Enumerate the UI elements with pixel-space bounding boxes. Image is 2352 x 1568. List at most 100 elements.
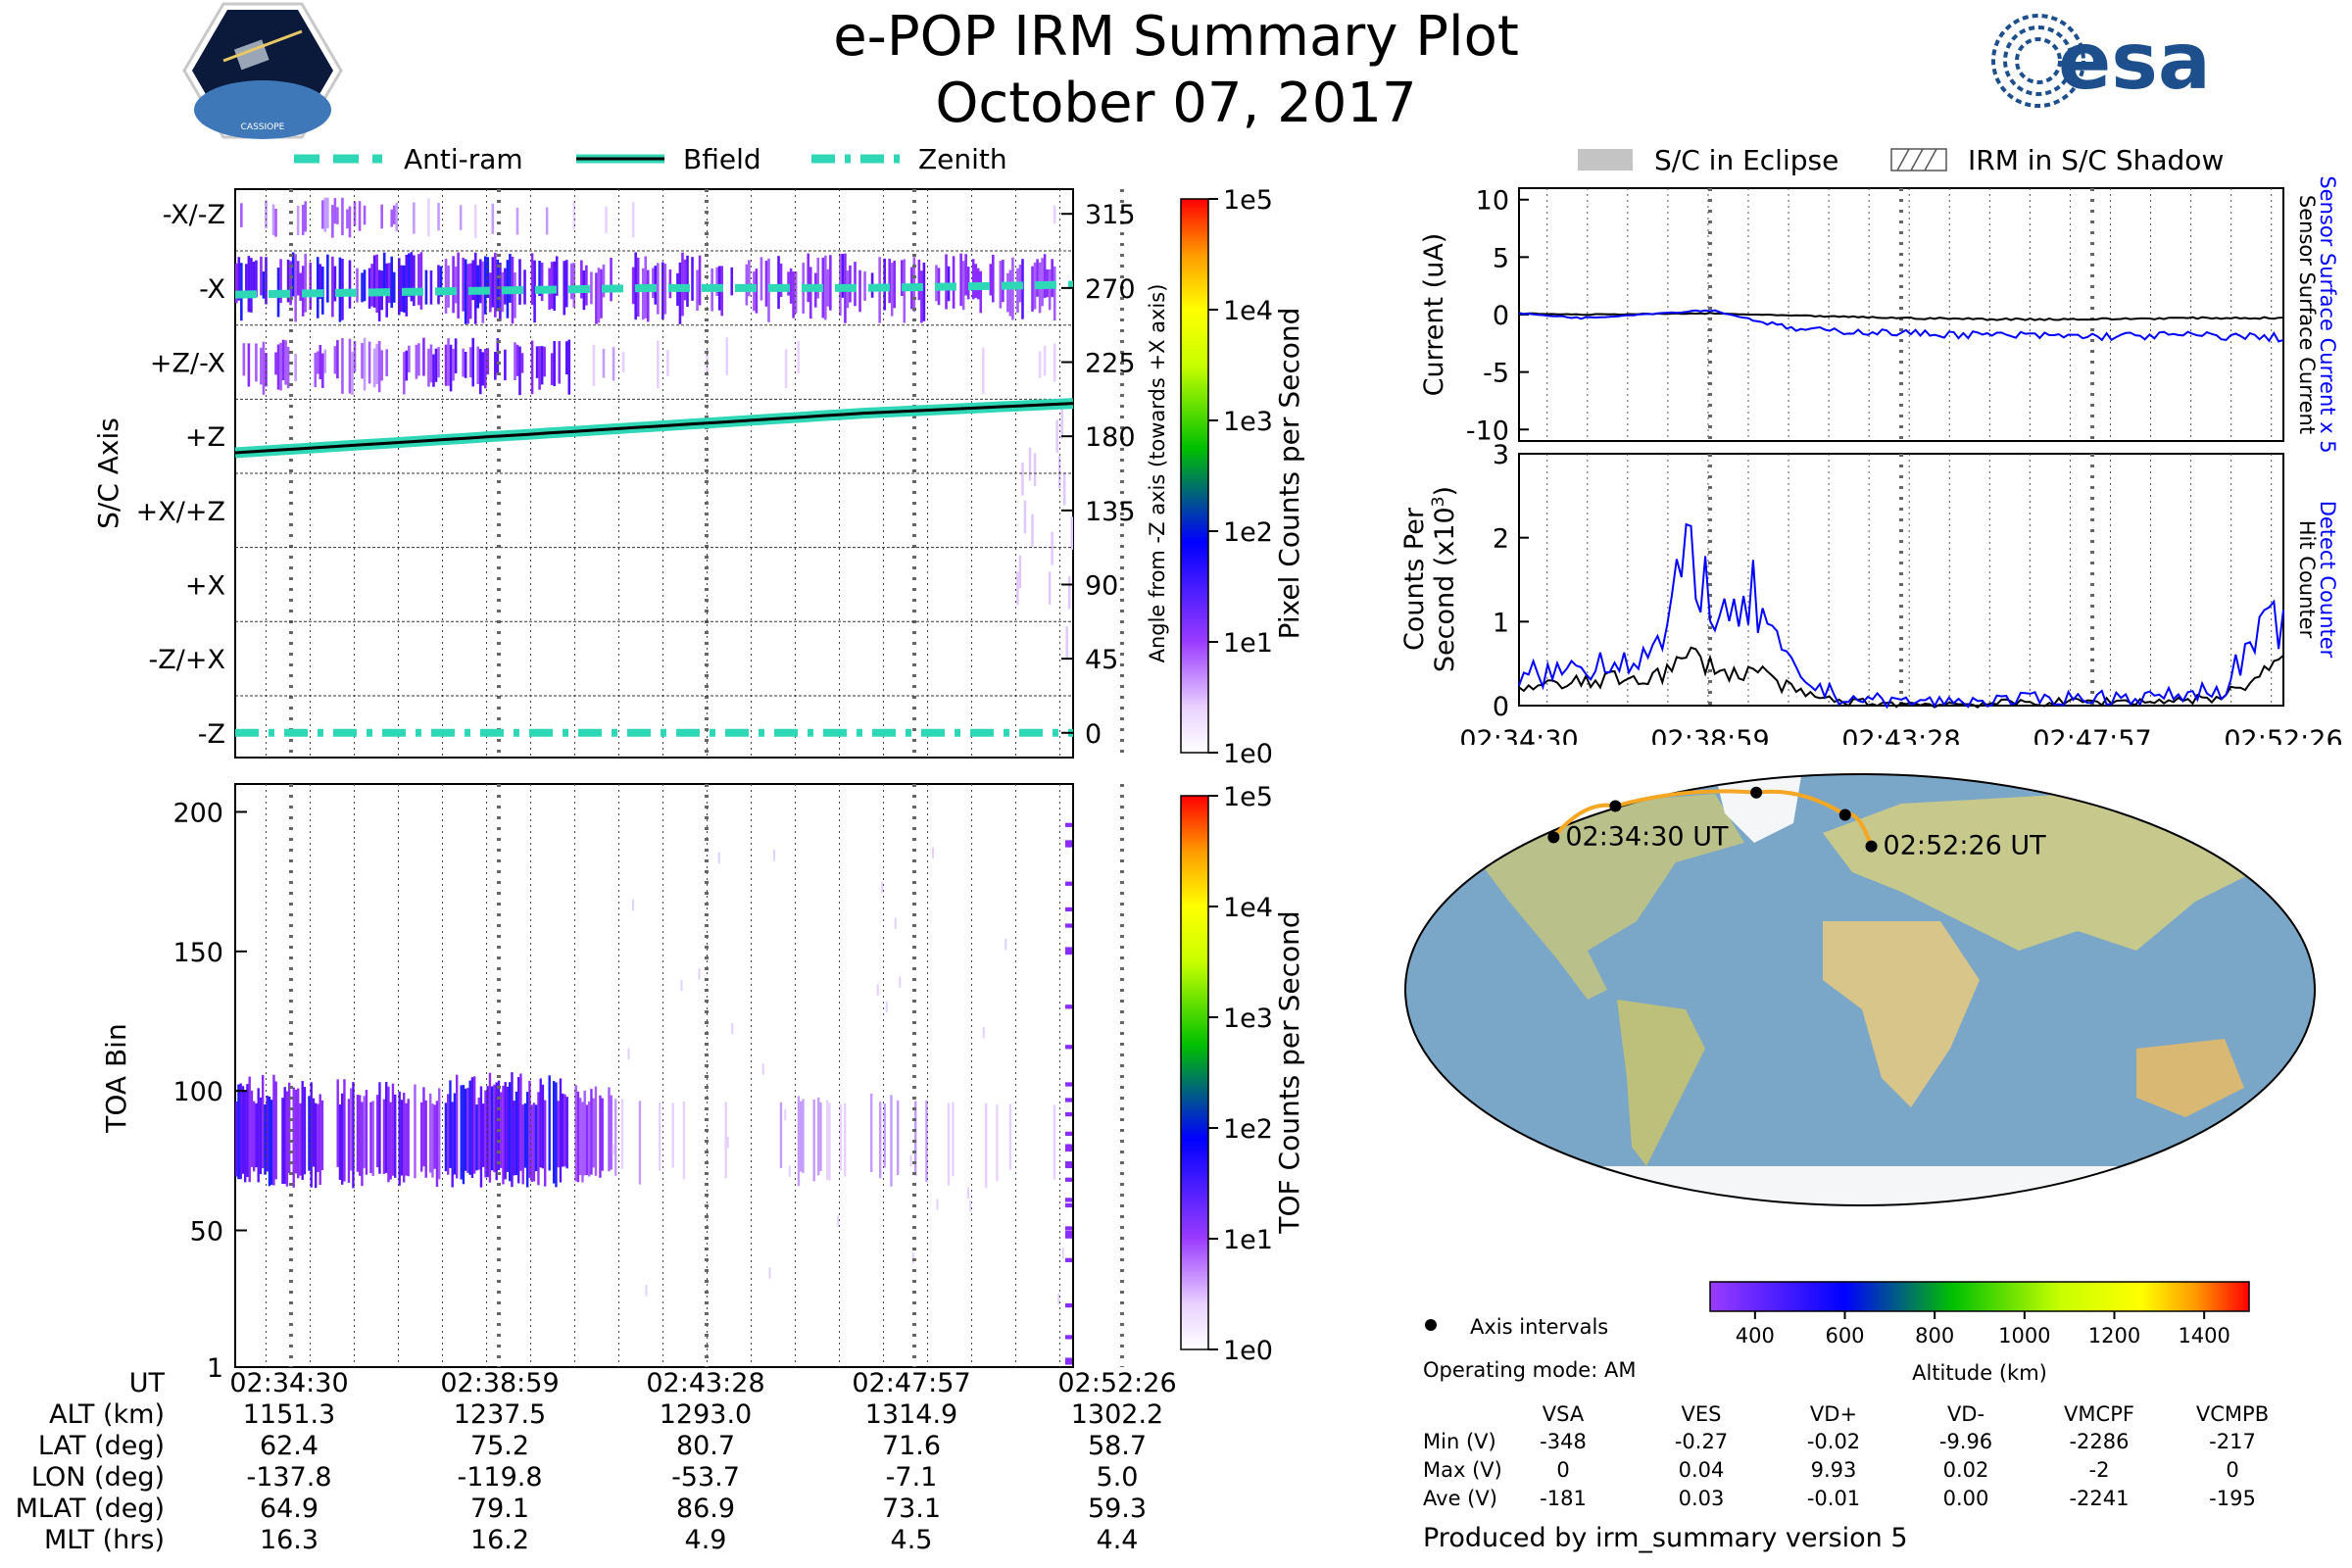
altitude-tick-label: 600 — [1825, 1324, 1864, 1348]
pixel-heat-cell — [1043, 346, 1047, 376]
track-point — [1838, 808, 1851, 821]
colorbar-tick-label: 1e4 — [1223, 296, 1273, 326]
hit-counter-series — [1518, 646, 2284, 709]
counts-ytick-label: 3 — [1493, 441, 1509, 470]
pixel-heat-cell — [657, 263, 660, 315]
colorbar-tick-label: 1e4 — [1223, 893, 1273, 923]
altitude-tick-label: 800 — [1915, 1324, 1954, 1348]
ephemeris-cell: 75.2 — [470, 1431, 529, 1461]
toa-heat-cell — [581, 1102, 584, 1183]
pixel-heat-cell — [397, 258, 401, 316]
pixel-heat-cell — [1062, 471, 1066, 506]
pixel-heat-cell — [318, 344, 322, 379]
current-blue-series — [1518, 309, 2284, 343]
legend-eclipse-label: S/C in Eclipse — [1654, 144, 1838, 176]
toa-heat-cell — [576, 1091, 580, 1183]
pixel-heat-cell — [1036, 259, 1039, 297]
toa-plot-frame — [234, 783, 1074, 1368]
pixel-heat-cell — [240, 203, 243, 227]
toa-heat-cell — [420, 1102, 423, 1172]
pixel-heat-cell — [434, 348, 438, 382]
pixel-heat-cell — [375, 254, 378, 314]
pixel-heat-cell — [309, 262, 313, 311]
voltage-header: VD- — [1947, 1402, 1984, 1426]
pixel-heat-cell — [466, 264, 469, 324]
ephemeris-cell: 1237.5 — [454, 1399, 546, 1430]
toa-heat-cell — [268, 1096, 271, 1187]
toa-heat-cell — [407, 1099, 410, 1177]
voltage-cell: -0.01 — [1807, 1487, 1860, 1510]
toa-heat-cell — [532, 1102, 536, 1182]
counts-ylabel-1: Counts Per — [1399, 507, 1430, 651]
pixel-heat-cell — [368, 341, 371, 384]
toa-heat-cell — [876, 984, 879, 996]
pixel-heat-cell — [1051, 259, 1054, 298]
mission-logo-text: CASSIOPE — [241, 122, 285, 132]
pixel-heat-cell — [476, 346, 480, 385]
pixel-heat-cell — [979, 270, 983, 314]
toa-heat-cell — [1065, 840, 1072, 845]
toa-ytick-label: 50 — [190, 1217, 223, 1248]
mission-logo: CASSIOPE — [182, 2, 343, 139]
pixel-heat-cell — [265, 353, 268, 387]
toa-heat-cell — [283, 1087, 286, 1185]
toa-heat-cell — [911, 1252, 914, 1264]
toa-heat-cell — [387, 1086, 390, 1183]
pixel-heat-cell — [651, 268, 655, 299]
toa-heat-cell — [528, 1080, 531, 1178]
toa-heat-cell — [802, 1099, 805, 1173]
toa-heat-cell — [784, 1108, 787, 1121]
toa-heat-cell — [1065, 1202, 1072, 1208]
toa-heat-cell — [1065, 1082, 1072, 1087]
altitude-label: Altitude (km) — [1912, 1361, 2047, 1385]
toa-heat-cell — [488, 1072, 492, 1183]
toa-heat-cell — [460, 1085, 463, 1180]
pixel-heat-cell — [331, 256, 334, 318]
pixel-heat-cell — [550, 353, 554, 385]
ephemeris-cell: 59.3 — [1088, 1494, 1147, 1524]
pixel-heat-cell — [262, 271, 266, 299]
ephemeris-cell: 73.1 — [882, 1494, 941, 1524]
toa-heat-cell — [594, 1086, 598, 1176]
counts-grid — [1546, 454, 2273, 706]
pixel-heat-cell — [748, 260, 751, 297]
toa-heat-cell — [553, 1081, 556, 1184]
toa-heat-cell — [453, 1093, 457, 1175]
pixel-heat-cell — [504, 349, 507, 381]
track-end-label: 02:52:26 UT — [1884, 831, 2047, 861]
toa-heat-cell — [303, 1087, 307, 1175]
colorbar-tick-label: 1e3 — [1223, 407, 1273, 437]
toa-heat-cell — [1053, 1104, 1056, 1180]
pixel-heat-cell — [789, 268, 793, 304]
toa-heat-cell — [310, 1082, 313, 1188]
pixel-heat-cell — [444, 344, 448, 386]
pixel-heat-cell — [686, 255, 689, 308]
toa-heat-cell — [493, 1084, 496, 1173]
pixel-heat-cell — [971, 259, 975, 300]
toa-heat-cell — [828, 1102, 831, 1181]
toa-heat-cell — [788, 1165, 791, 1177]
pixel-axis-labels: -X/-Z -X +Z/-X +Z +X/+Z +X -Z/+X -Z — [136, 200, 225, 750]
pixel-angle-tick-label: 180 — [1085, 422, 1136, 453]
ephemeris-cell: 02:47:57 — [852, 1368, 970, 1398]
toa-heat-cell — [1065, 843, 1072, 848]
colorbar-tick-label: 1e2 — [1223, 517, 1273, 548]
pixel-heat-cell — [452, 348, 455, 381]
pixel-heat-cell — [646, 270, 650, 322]
pixel-heat-cell — [491, 257, 495, 308]
pixel-heat-cell — [787, 271, 790, 296]
toa-heat-cell — [262, 1074, 265, 1169]
ephemeris-cell: 1151.3 — [243, 1399, 335, 1430]
counts-ytick-label: 1 — [1493, 608, 1509, 638]
toa-heat-cell — [312, 1098, 316, 1167]
ephemeris-cell: 5.0 — [1097, 1462, 1139, 1493]
ground-track-map: 02:34:30 UT 02:52:26 UT — [1404, 773, 2316, 1206]
toa-heat-cell — [680, 979, 683, 992]
pixel-heat-cell — [429, 344, 433, 383]
pixel-heat-cell — [683, 259, 687, 301]
pixel-heat-cell — [567, 339, 571, 395]
toa-heat-cell — [244, 1091, 247, 1183]
altitude-tick-label: 1400 — [2178, 1324, 2230, 1348]
pixel-heat-cell — [471, 260, 475, 301]
